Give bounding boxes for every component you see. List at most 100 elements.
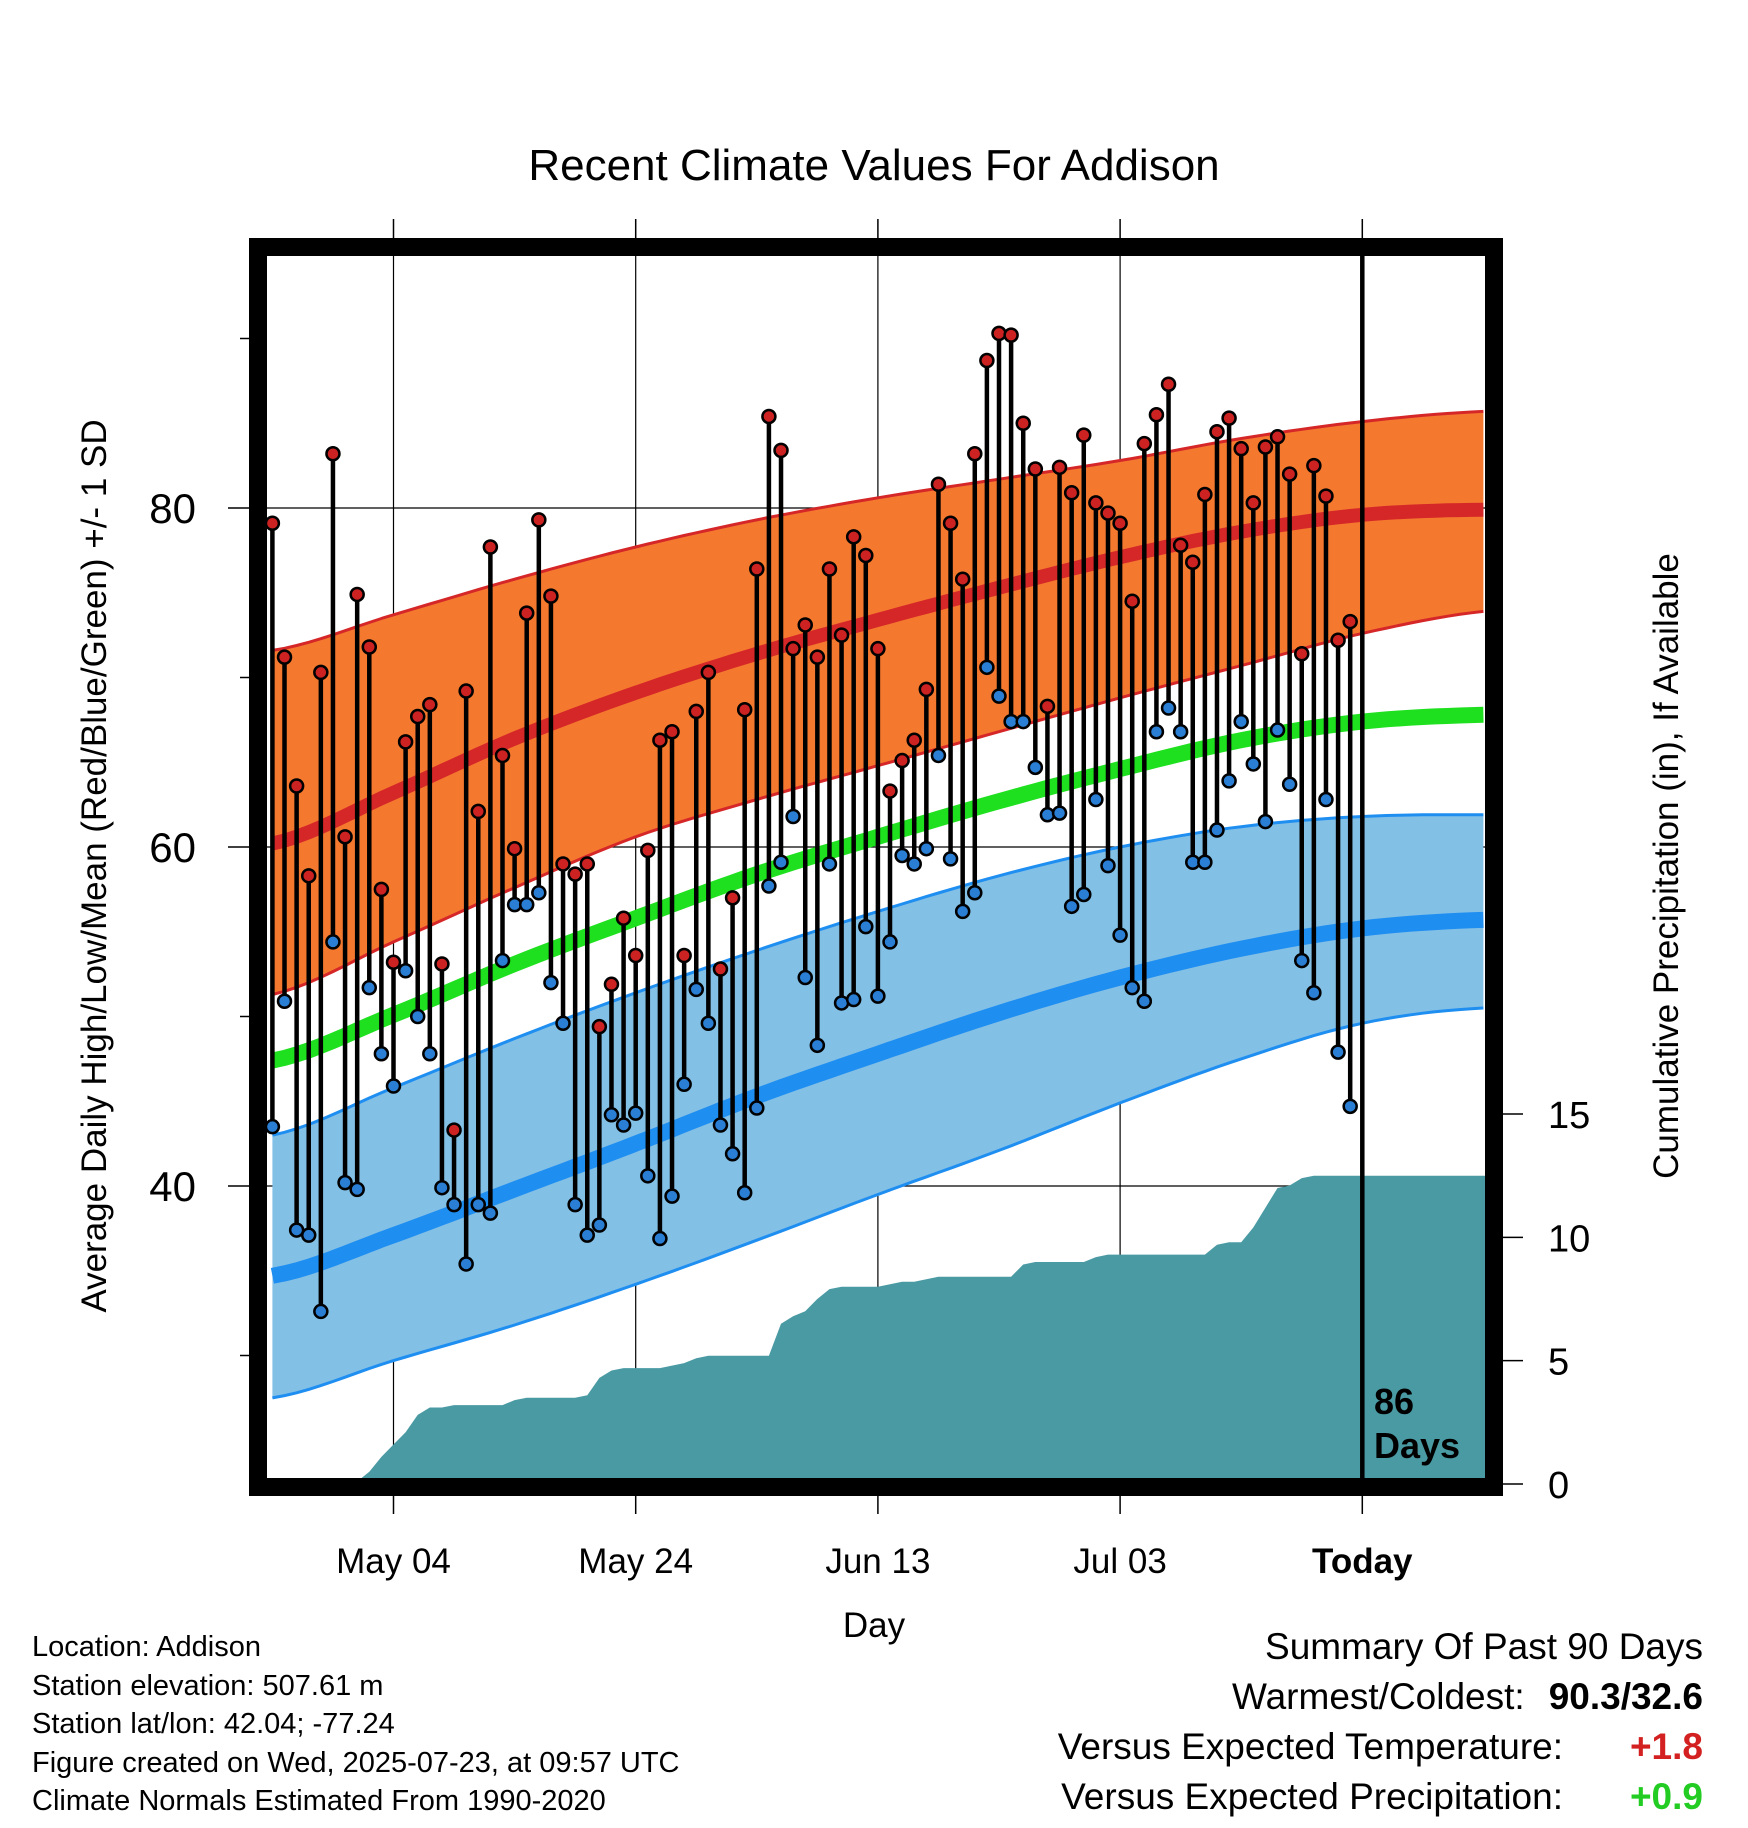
daily-low-point xyxy=(700,1015,717,1032)
daily-low-point xyxy=(1100,857,1116,874)
daily-low-point xyxy=(712,1117,729,1133)
daily-low-point xyxy=(942,851,959,867)
daily-high-point xyxy=(518,605,535,621)
daily-low-point xyxy=(664,1188,680,1204)
x-axis-label: Day xyxy=(843,1606,906,1645)
y2-axis-label: Cumulative Precipitation (in), If Availa… xyxy=(1647,553,1686,1179)
daily-low-point xyxy=(1306,985,1322,1001)
temp-anomaly-value: +1.8 xyxy=(1629,1726,1703,1767)
daily-high-point xyxy=(773,442,789,459)
daily-high-point xyxy=(385,954,402,971)
daily-high-point xyxy=(700,664,717,681)
daily-low-point xyxy=(967,885,983,901)
daily-low-point xyxy=(640,1168,656,1184)
daily-high-point xyxy=(361,639,378,655)
daily-high-point xyxy=(652,732,668,748)
daily-low-point xyxy=(1148,723,1165,740)
daily-low-point xyxy=(1342,1098,1358,1115)
daily-high-point xyxy=(979,352,995,369)
daily-low-point xyxy=(1063,898,1080,915)
daily-low-point xyxy=(845,991,862,1008)
daily-low-point xyxy=(773,854,789,871)
daily-high-point xyxy=(1160,376,1177,393)
daily-low-point xyxy=(918,840,935,857)
daily-high-point xyxy=(1088,495,1104,511)
daily-high-point xyxy=(288,778,305,794)
daily-low-point xyxy=(821,856,838,872)
daily-low-point xyxy=(627,1105,644,1121)
daily-low-point xyxy=(458,1256,474,1272)
daily-low-point xyxy=(1124,979,1140,996)
daily-low-point xyxy=(1330,1044,1346,1060)
daily-high-point xyxy=(1281,466,1298,482)
daily-high-point xyxy=(918,681,935,698)
daily-low-point xyxy=(1294,952,1310,969)
daily-high-point xyxy=(325,446,341,462)
daily-high-point xyxy=(1112,515,1128,532)
daily-high-point xyxy=(942,515,959,532)
daily-low-point xyxy=(446,1196,462,1213)
station-info: Location: Addison Station elevation: 507… xyxy=(32,1628,680,1821)
daily-low-point xyxy=(1221,773,1237,789)
daily-low-point xyxy=(676,1076,692,1093)
daily-low-point xyxy=(882,934,898,950)
daily-low-point xyxy=(1257,813,1274,830)
daily-high-point xyxy=(1245,495,1262,511)
x-tick-label: Jun 13 xyxy=(825,1542,930,1581)
daily-high-point xyxy=(1318,488,1334,504)
daily-high-point xyxy=(591,1018,608,1035)
daily-high-point xyxy=(1257,439,1274,455)
daily-low-point xyxy=(325,934,341,950)
daily-high-point xyxy=(724,890,741,906)
daily-low-point xyxy=(906,856,922,872)
warmest-label: Warmest/Coldest: xyxy=(1232,1676,1525,1717)
daily-high-point xyxy=(397,734,414,750)
chart-title: Recent Climate Values For Addison xyxy=(528,141,1219,190)
daily-high-point xyxy=(1039,698,1056,715)
daily-high-point xyxy=(1330,632,1346,648)
daily-high-point xyxy=(676,947,692,964)
daily-high-point xyxy=(749,561,765,577)
daily-high-point xyxy=(494,747,511,764)
daily-high-point xyxy=(954,571,971,587)
latlon-text: Station lat/lon: 42.04; -77.24 xyxy=(32,1708,395,1740)
precip-anomaly-label: Versus Expected Precipitation: xyxy=(1061,1776,1563,1817)
daily-low-point xyxy=(482,1205,499,1221)
daily-high-point xyxy=(1197,486,1213,503)
daily-low-point xyxy=(264,1118,281,1135)
daily-low-point xyxy=(422,1046,438,1062)
daily-high-point xyxy=(373,881,390,898)
daily-high-point xyxy=(337,829,353,845)
daily-high-point xyxy=(882,783,898,799)
daily-low-point xyxy=(1015,713,1031,730)
daily-low-point xyxy=(785,808,801,825)
daily-low-point xyxy=(615,1117,632,1133)
daily-high-point xyxy=(845,529,862,545)
daily-high-point xyxy=(1185,554,1201,570)
axes: May 04 May 24 Jun 13 Jul 03 Today 40 60 80 0 5 10 1… xyxy=(149,219,1590,1581)
summary-panel: Summary Of Past 90 Days Warmest/Coldest:… xyxy=(1058,1622,1703,1822)
daily-low-point xyxy=(809,1037,826,1054)
daily-low-point xyxy=(1136,993,1153,1009)
daily-low-point xyxy=(276,993,293,1009)
daily-high-point xyxy=(894,752,910,769)
daily-low-point xyxy=(652,1230,668,1247)
daily-high-point xyxy=(458,683,474,699)
daily-low-point xyxy=(555,1015,571,1032)
daily-low-point xyxy=(543,974,559,991)
y-tick-label: 60 xyxy=(149,824,196,871)
daily-high-point xyxy=(1124,593,1140,609)
daily-low-point xyxy=(954,903,971,920)
daily-high-point xyxy=(349,586,365,603)
daily-low-point xyxy=(349,1181,365,1198)
plot-frame xyxy=(249,238,1503,1496)
daily-low-point xyxy=(870,988,886,1004)
daily-high-point xyxy=(736,701,753,718)
daily-high-point xyxy=(1063,484,1080,501)
precip-area xyxy=(267,1175,1485,1484)
daily-high-point xyxy=(615,910,632,926)
daily-high-point xyxy=(313,664,329,681)
x-tick-label: Jul 03 xyxy=(1073,1542,1166,1581)
daily-high-point xyxy=(276,649,293,665)
